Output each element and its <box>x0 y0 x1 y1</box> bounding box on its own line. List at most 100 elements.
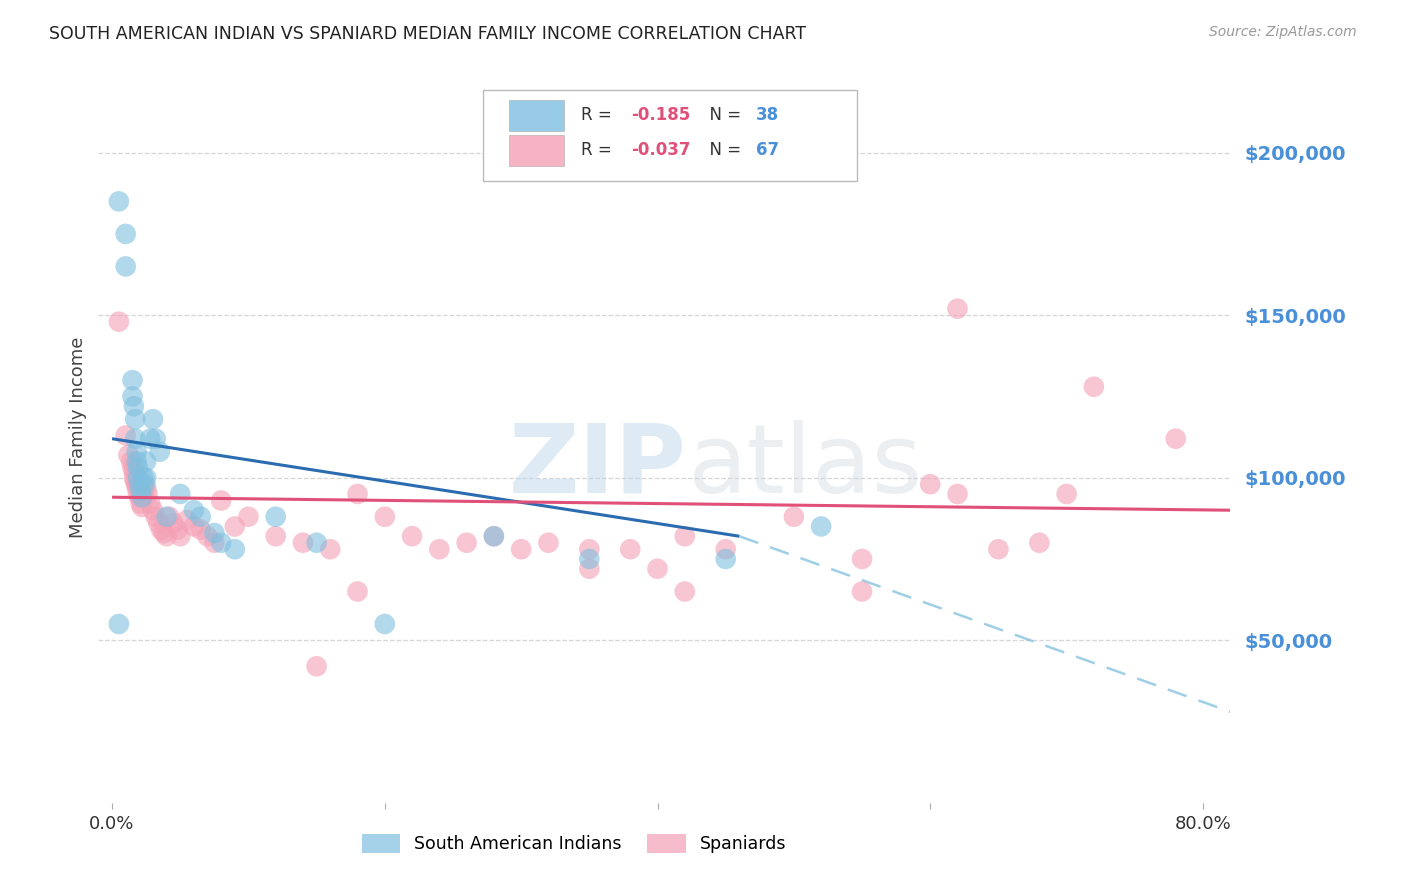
Text: 67: 67 <box>756 141 779 160</box>
Point <box>124 474 146 488</box>
Point <box>647 562 669 576</box>
Point <box>783 509 806 524</box>
Point <box>114 227 136 241</box>
Point <box>1056 487 1078 501</box>
Point <box>125 477 148 491</box>
Point <box>108 617 131 632</box>
Point <box>1164 432 1187 446</box>
Text: ZIP: ZIP <box>509 420 688 513</box>
Point <box>108 315 131 329</box>
Point <box>129 483 152 498</box>
Point <box>114 260 136 274</box>
Point <box>202 526 225 541</box>
Point <box>125 454 148 468</box>
Point <box>346 487 368 501</box>
Point <box>673 529 696 543</box>
Point <box>305 535 328 549</box>
Point <box>125 480 148 494</box>
Point <box>155 509 177 524</box>
Point <box>120 454 142 468</box>
Point <box>176 513 198 527</box>
Point <box>157 509 180 524</box>
Point <box>202 535 225 549</box>
Point <box>224 542 246 557</box>
Point <box>319 542 342 557</box>
Point <box>129 497 152 511</box>
Text: 38: 38 <box>756 106 779 124</box>
Point <box>190 523 212 537</box>
Point <box>134 477 156 491</box>
Point <box>291 535 314 549</box>
Point <box>482 529 505 543</box>
Point <box>148 516 170 531</box>
Point <box>578 542 600 557</box>
Point <box>135 454 157 468</box>
Point <box>482 529 505 543</box>
Text: SOUTH AMERICAN INDIAN VS SPANIARD MEDIAN FAMILY INCOME CORRELATION CHART: SOUTH AMERICAN INDIAN VS SPANIARD MEDIAN… <box>49 25 806 43</box>
Point <box>305 659 328 673</box>
Point <box>150 523 173 537</box>
Point <box>121 373 143 387</box>
Bar <box>509 135 564 166</box>
Point <box>578 562 600 576</box>
Text: R =: R = <box>581 141 617 160</box>
Text: -0.037: -0.037 <box>631 141 690 160</box>
Point <box>135 480 157 494</box>
Point <box>142 503 165 517</box>
Point <box>197 529 219 543</box>
Point <box>619 542 641 557</box>
Point <box>810 519 832 533</box>
Point <box>374 509 396 524</box>
Point <box>169 529 191 543</box>
Point <box>139 432 162 446</box>
Point <box>153 526 176 541</box>
Point <box>183 503 205 517</box>
Text: Source: ZipAtlas.com: Source: ZipAtlas.com <box>1209 25 1357 39</box>
Point <box>136 487 159 501</box>
Point <box>162 516 184 531</box>
Point <box>166 523 188 537</box>
Point <box>117 448 139 462</box>
Point <box>128 490 150 504</box>
Point <box>851 584 873 599</box>
Point <box>142 412 165 426</box>
Point <box>122 471 145 485</box>
Point <box>578 552 600 566</box>
Point <box>132 487 155 501</box>
Point <box>145 509 167 524</box>
Point <box>139 497 162 511</box>
Point <box>987 542 1010 557</box>
Point <box>946 487 969 501</box>
Text: -0.185: -0.185 <box>631 106 690 124</box>
Y-axis label: Median Family Income: Median Family Income <box>69 336 87 538</box>
Point <box>427 542 450 557</box>
Point <box>145 432 167 446</box>
Point <box>128 477 150 491</box>
Point <box>124 412 146 426</box>
Point <box>374 617 396 632</box>
Point <box>920 477 942 491</box>
Point <box>124 432 146 446</box>
Point <box>714 542 737 557</box>
Point <box>401 529 423 543</box>
Text: atlas: atlas <box>688 420 922 513</box>
Point <box>183 519 205 533</box>
Point <box>238 509 260 524</box>
Point <box>1083 380 1105 394</box>
Text: N =: N = <box>699 106 747 124</box>
Bar <box>509 100 564 130</box>
Point <box>127 471 149 485</box>
Legend: South American Indians, Spaniards: South American Indians, Spaniards <box>354 827 793 860</box>
Point <box>169 487 191 501</box>
Point <box>108 194 131 209</box>
Point <box>132 471 155 485</box>
Point <box>851 552 873 566</box>
Point <box>346 584 368 599</box>
Point <box>149 444 172 458</box>
Text: R =: R = <box>581 106 617 124</box>
Point <box>122 464 145 478</box>
Point <box>946 301 969 316</box>
Point <box>121 389 143 403</box>
Point <box>131 500 153 514</box>
Point <box>122 399 145 413</box>
